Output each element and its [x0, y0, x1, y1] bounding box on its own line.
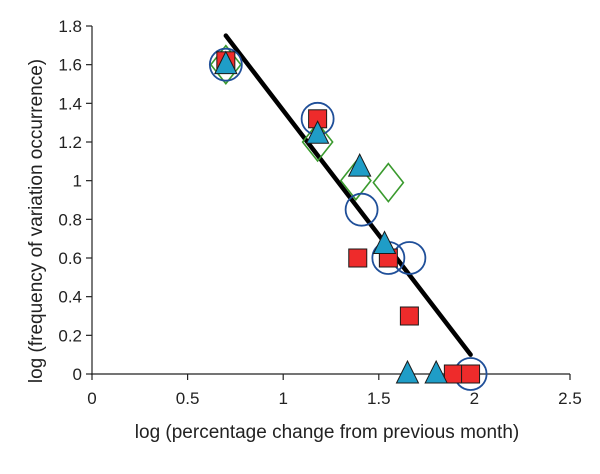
diamond-point [372, 162, 405, 203]
y-tick-label: 0.2 [58, 326, 82, 345]
x-axis-label: log (percentage change from previous mon… [135, 422, 519, 443]
y-tick-label: 0.6 [58, 249, 82, 268]
y-tick-label: 1.2 [58, 133, 82, 152]
x-tick-label: 2 [470, 389, 479, 408]
y-tick-label: 0.4 [58, 288, 82, 307]
triangle-point [395, 359, 420, 384]
square-point [348, 248, 368, 268]
triangle-point [372, 230, 397, 254]
y-tick-label: 1.4 [58, 94, 82, 113]
square-point [399, 306, 419, 326]
trendline [223, 33, 473, 357]
diamond-point [209, 44, 242, 85]
x-tick-label: 1 [278, 389, 287, 408]
y-tick-label: 0.8 [58, 210, 82, 229]
axes [91, 26, 570, 375]
y-tick-label: 1.6 [58, 56, 82, 75]
x-tick-label: 0 [87, 389, 96, 408]
square-point [461, 364, 481, 384]
y-tick-label: 0 [73, 365, 82, 384]
y-axis-label: log (frequency of variation occurrence) [26, 59, 47, 383]
tick-marks: 0 0.5 1 1.5 2 2.5 0 0.2 0.4 0.6 0.8 1 1.2 1.4 1.6 1.8 [58, 17, 581, 408]
triangle-point [214, 50, 238, 75]
data-points [208, 44, 488, 391]
triangle-point [347, 153, 372, 177]
x-tick-label: 0.5 [176, 389, 200, 408]
x-tick-label: 1.5 [367, 389, 391, 408]
y-tick-label: 1.8 [58, 17, 82, 36]
diamond-point [301, 121, 334, 163]
square-point [443, 364, 463, 384]
circle-point [344, 192, 379, 227]
trendline-layer [223, 33, 473, 357]
triangle-point [424, 359, 448, 384]
circle-point [208, 47, 243, 82]
x-tick-label: 2.5 [558, 389, 582, 408]
triangle-point [305, 120, 330, 144]
y-tick-label: 1 [73, 172, 82, 191]
